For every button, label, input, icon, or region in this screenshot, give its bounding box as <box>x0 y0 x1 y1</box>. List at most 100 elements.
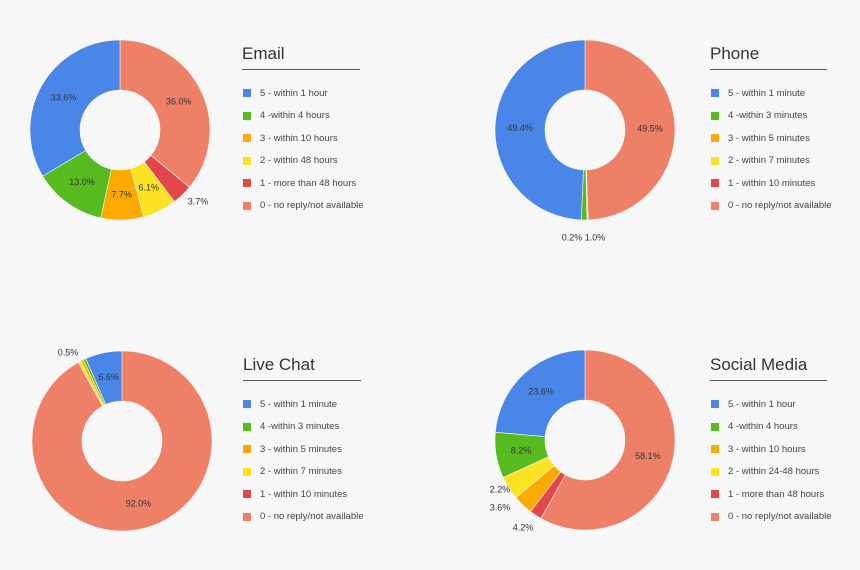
title-divider <box>243 380 361 381</box>
title-divider <box>242 69 360 70</box>
legend-item: 0 - no reply/not available <box>711 195 832 218</box>
legend-swatch <box>243 422 251 431</box>
legend-item: 3 - within 5 minutes <box>243 438 364 461</box>
legend-label: 3 - within 10 hours <box>260 132 338 144</box>
donut-slice-5-within-1-hour <box>495 349 586 437</box>
legend-swatch <box>711 467 719 476</box>
legend-item: 5 - within 1 minute <box>243 393 364 416</box>
legend-swatch <box>243 111 251 120</box>
legend-item: 4 -within 3 minutes <box>243 416 364 439</box>
data-label: 8.2% <box>511 445 532 455</box>
data-label: 36.0% <box>166 97 192 107</box>
legend-swatch <box>711 400 719 409</box>
data-label: 23.6% <box>528 386 554 396</box>
legend-label: 5 - within 1 minute <box>728 87 806 99</box>
data-label: 1.0% <box>585 232 606 242</box>
legend-swatch <box>243 400 251 409</box>
legend-item: 5 - within 1 minute <box>711 82 832 105</box>
legend-swatch <box>711 201 719 210</box>
legend-item: 0 - no reply/not available <box>243 506 364 529</box>
legend-swatch <box>243 179 251 188</box>
data-label: 3.6% <box>490 502 511 512</box>
data-label: 7.7% <box>111 189 132 199</box>
email-legend: 5 - within 1 hour 4 -within 4 hours 3 - wi… <box>243 82 364 217</box>
data-label: 0.5% <box>58 347 79 357</box>
legend-item: 0 - no reply/not available <box>243 195 364 218</box>
legend-label: 4 -within 3 minutes <box>728 110 808 122</box>
legend-label: 0 - no reply/not available <box>260 511 364 523</box>
data-label: 3.7% <box>188 196 209 206</box>
chart-title: Social Media <box>710 355 808 374</box>
legend-label: 5 - within 1 hour <box>260 87 328 99</box>
email-donut-chart: 36.0% 3.7% 6.1% 7.7% 13.0% 33.6% <box>29 39 211 221</box>
legend-item: 2 - within 48 hours <box>243 150 364 173</box>
donut-slice-5-within-1-minute <box>494 39 586 221</box>
legend-label: 0 - no reply/not available <box>260 200 364 212</box>
legend-swatch <box>243 134 251 143</box>
chart-title: Email <box>242 44 285 63</box>
social-media-donut-chart: 58.1% 2.2% 3.6%4.2% 8.2% 23.6% <box>490 349 676 532</box>
legend-label: 2 - within 48 hours <box>260 155 338 167</box>
legend-swatch <box>243 445 251 454</box>
legend-label: 0 - no reply/not available <box>728 200 832 212</box>
donut-slice-0-no-reply-not-available <box>119 39 211 188</box>
legend-item: 4 -within 3 minutes <box>711 105 832 128</box>
legend-item: 1 - within 10 minutes <box>243 483 364 506</box>
legend-item: 0 - no reply/not available <box>711 506 832 529</box>
legend-swatch <box>711 422 719 431</box>
legend-item: 4 -within 4 hours <box>243 105 364 128</box>
data-label: 13.0% <box>69 177 95 187</box>
legend-label: 2 - within 24-48 hours <box>728 466 820 478</box>
social-media-legend: 5 - within 1 hour 4 -within 4 hours 3 - wi… <box>711 393 832 528</box>
legend-label: 5 - within 1 minute <box>260 398 338 410</box>
legend-label: 2 - within 7 minutes <box>260 466 342 478</box>
legend-item: 1 - more than 48 hours <box>711 483 832 506</box>
legend-label: 2 - within 7 minutes <box>728 155 810 167</box>
live-chat-legend: 5 - within 1 minute 4 -within 3 minutes 3 … <box>243 393 364 528</box>
phone-donut-chart: 49.5% 0.2% 1.0% 49.4% <box>494 39 676 242</box>
donut-slice-5-within-1-minute <box>85 350 123 405</box>
legend-item: 5 - within 1 hour <box>243 82 364 105</box>
legend-item: 4 -within 4 hours <box>711 416 832 439</box>
legend-label: 5 - within 1 hour <box>728 398 796 410</box>
legend-label: 4 -within 4 hours <box>728 421 798 433</box>
chart-title: Phone <box>710 44 760 63</box>
donut-slice-5-within-1-hour <box>29 39 121 177</box>
legend-item: 5 - within 1 hour <box>711 393 832 416</box>
legend-swatch <box>711 490 719 499</box>
legend-item: 3 - within 10 hours <box>711 438 832 461</box>
data-label: 49.4% <box>507 123 533 133</box>
legend-item: 2 - within 7 minutes <box>711 150 832 173</box>
legend-item: 3 - within 5 minutes <box>711 127 832 150</box>
data-label: 6.6% <box>98 372 119 382</box>
data-label: 92.0% <box>126 498 152 508</box>
legend-swatch <box>711 179 719 188</box>
legend-label: 1 - within 10 minutes <box>260 488 348 500</box>
legend-label: 3 - within 5 minutes <box>728 132 810 144</box>
legend-swatch <box>243 89 251 98</box>
legend-label: 3 - within 10 hours <box>728 443 806 455</box>
legend-swatch <box>711 156 719 165</box>
legend-label: 1 - more than 48 hours <box>260 177 357 189</box>
legend-swatch <box>711 111 719 120</box>
legend-swatch <box>711 445 719 454</box>
legend-swatch <box>711 134 719 143</box>
legend-item: 2 - within 7 minutes <box>243 461 364 484</box>
legend-label: 3 - within 5 minutes <box>260 443 342 455</box>
chart-title: Live Chat <box>243 355 315 374</box>
legend-label: 0 - no reply/not available <box>728 511 832 523</box>
legend-swatch <box>243 512 251 521</box>
legend-swatch <box>711 89 719 98</box>
legend-swatch <box>711 512 719 521</box>
data-label: 4.2% <box>513 522 534 532</box>
legend-item: 3 - within 10 hours <box>243 127 364 150</box>
data-label: 0.2% <box>562 232 583 242</box>
data-label: 58.1% <box>635 451 661 461</box>
legend-label: 4 -within 3 minutes <box>260 421 340 433</box>
legend-item: 1 - more than 48 hours <box>243 172 364 195</box>
legend-label: 4 -within 4 hours <box>260 110 330 122</box>
legend-swatch <box>243 467 251 476</box>
data-label: 2.2% <box>490 484 511 494</box>
title-divider <box>710 69 827 70</box>
donut-slice-0-no-reply-not-available <box>31 350 213 532</box>
